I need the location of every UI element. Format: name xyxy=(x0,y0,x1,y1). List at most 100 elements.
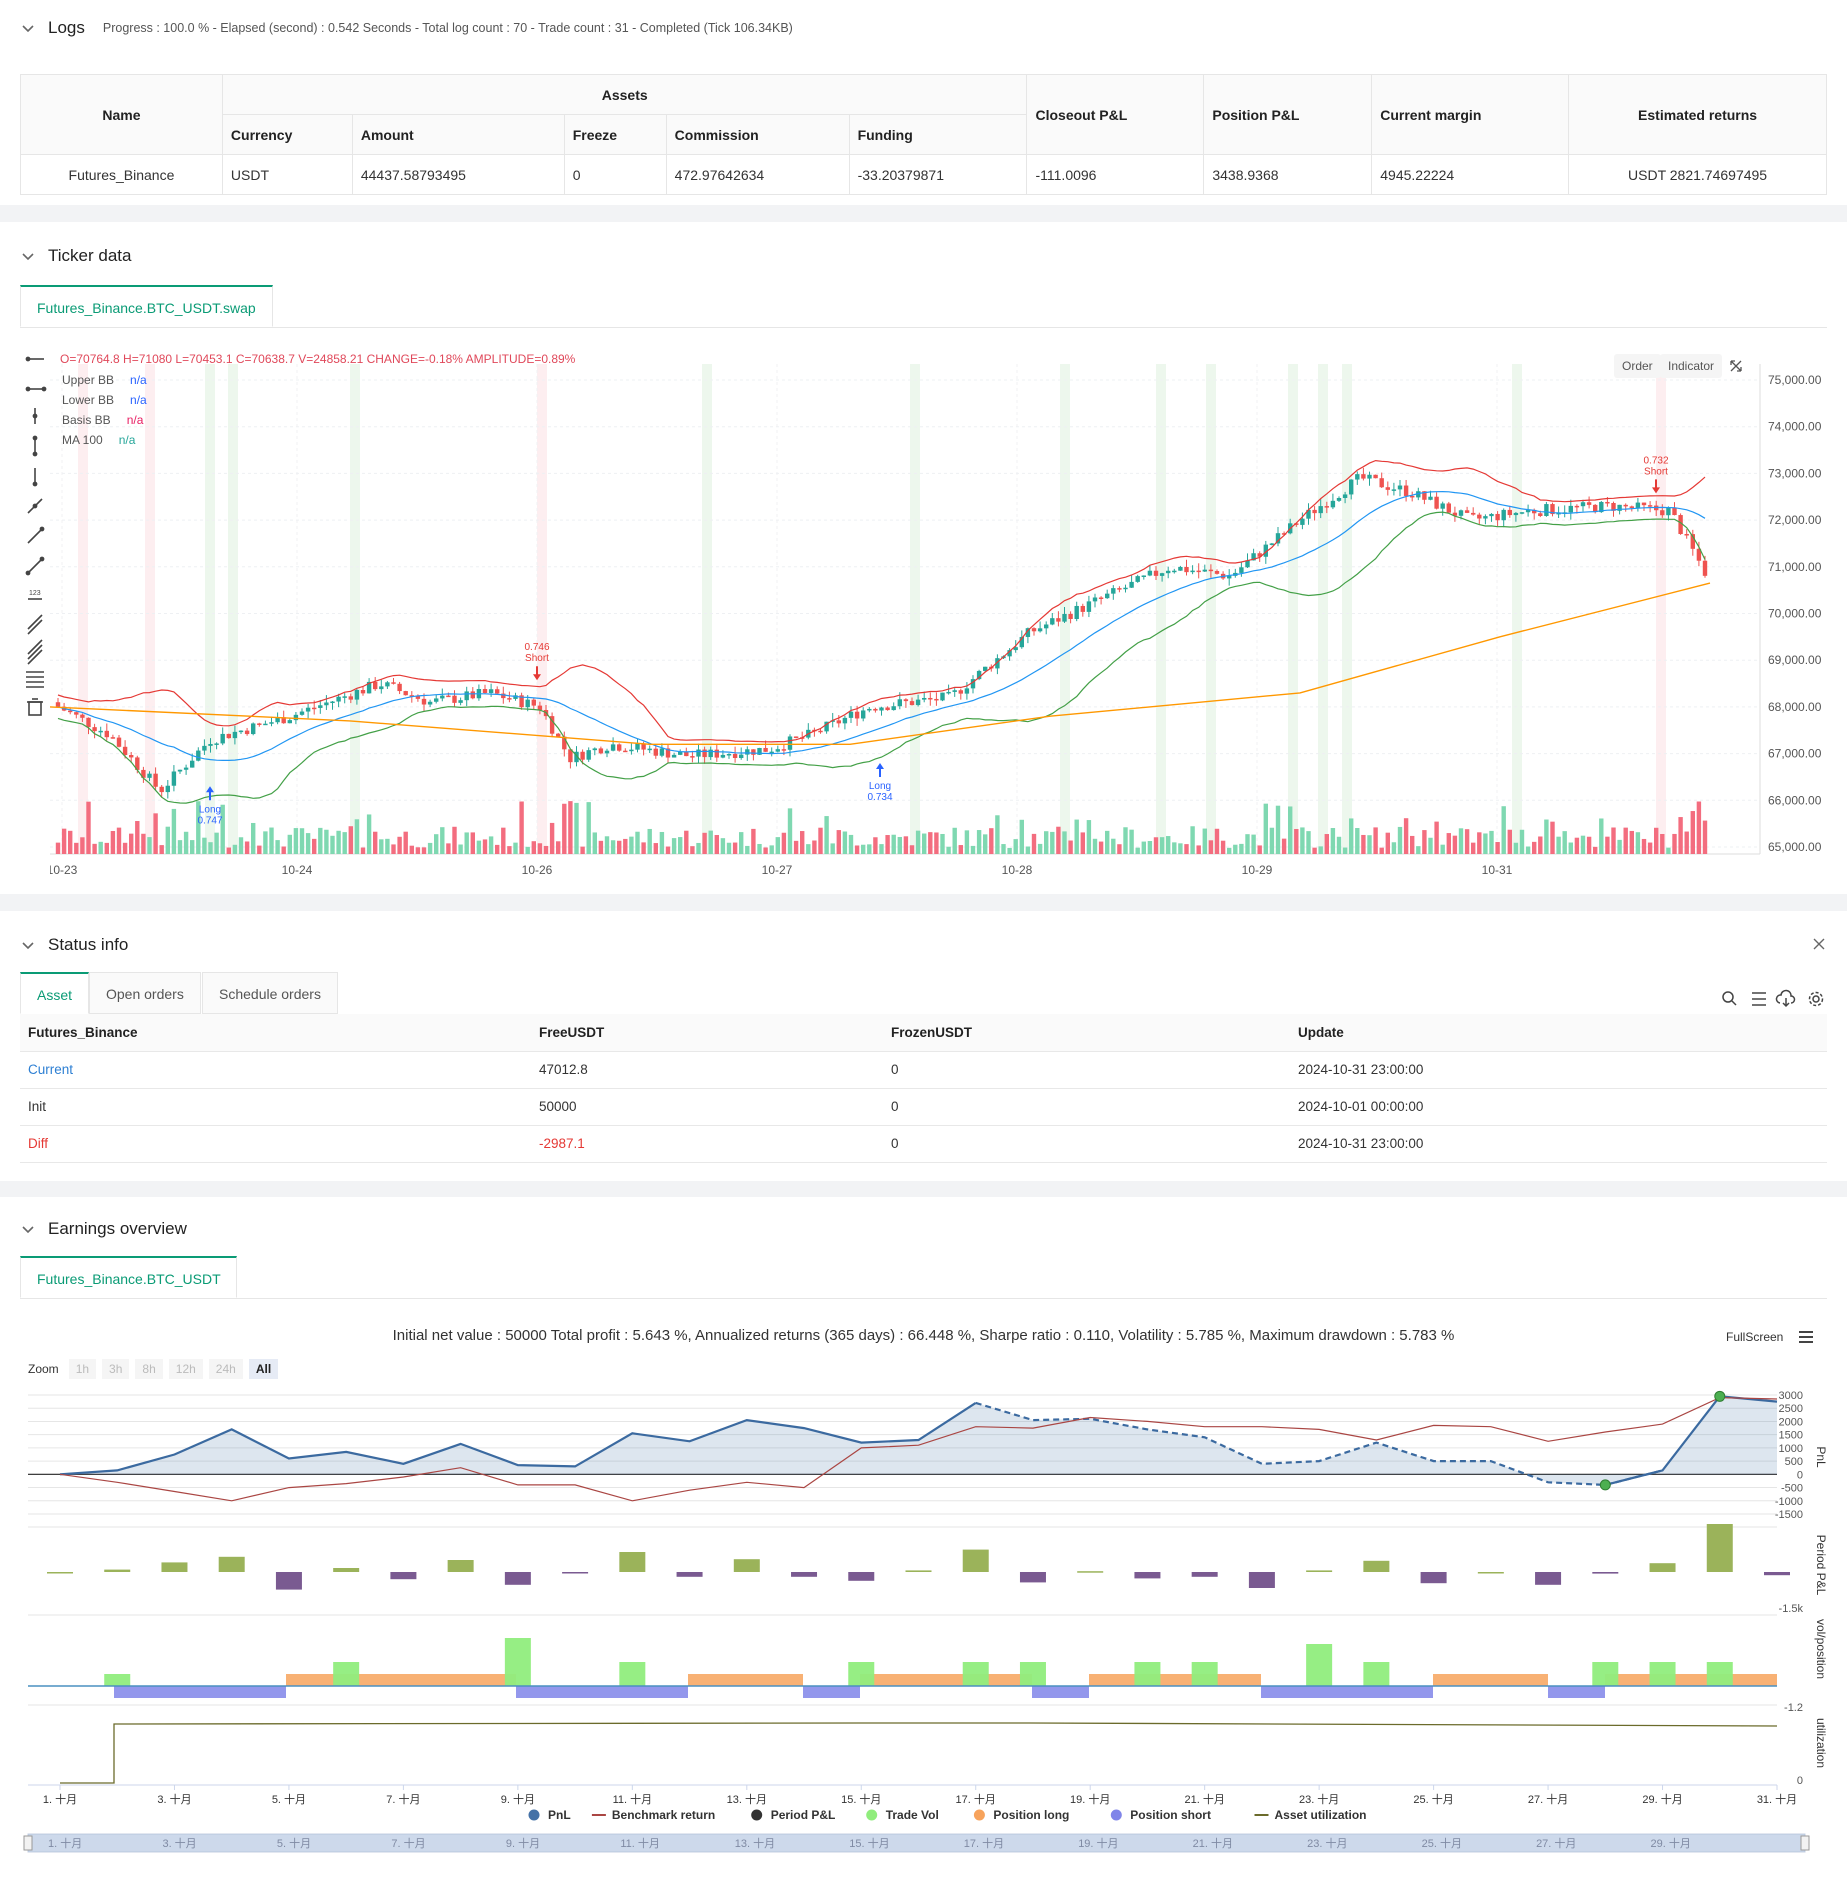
candlestick-chart[interactable]: 75,000.00 74,000.00 73,000.00 72,000.00 71,0… xyxy=(50,342,1827,890)
earnings-chart[interactable]: 300025002000150010005000-500-1000-1500-1… xyxy=(0,1387,1847,1877)
volume-bar xyxy=(1525,846,1531,854)
vertical-ray-tool-icon[interactable] xyxy=(32,468,38,487)
candle-body xyxy=(861,710,866,719)
logs-header[interactable]: Logs Progress : 100.0 % - Elapsed (secon… xyxy=(20,18,793,38)
pnl-tick-label: -500 xyxy=(1781,1483,1803,1495)
indicator-button[interactable]: Indicator xyxy=(1660,354,1723,378)
candle-body xyxy=(1172,570,1177,573)
volume-bar xyxy=(1678,817,1683,854)
volume-bar xyxy=(129,833,134,854)
candle-body xyxy=(1580,502,1586,507)
tab-asset[interactable]: Asset xyxy=(20,972,90,1014)
tab-schedule-orders[interactable]: Schedule orders xyxy=(202,972,338,1014)
x-tick-label: 10-28 xyxy=(1002,863,1033,877)
chevron-down-icon[interactable] xyxy=(20,937,36,953)
legend-item[interactable]: Basis BB n/a xyxy=(62,410,147,430)
legend-item[interactable]: PnL xyxy=(528,1808,571,1822)
trade-vol-bar xyxy=(104,1674,131,1686)
vertical-segment-tool-icon[interactable] xyxy=(32,435,38,457)
trade-vol-bar xyxy=(1306,1644,1333,1686)
legend-item[interactable]: MA 100 n/a xyxy=(62,430,147,450)
trash-icon[interactable] xyxy=(27,698,43,716)
volume-bar xyxy=(1428,837,1433,854)
legend-item[interactable]: Position long xyxy=(973,1808,1070,1822)
status-header[interactable]: Status info xyxy=(20,935,128,955)
tab-ticker-symbol[interactable]: Futures_Binance.BTC_USDT.swap xyxy=(20,285,273,327)
chevron-down-icon[interactable] xyxy=(20,248,36,264)
volume-bar xyxy=(1544,819,1549,854)
segment-tool-icon[interactable] xyxy=(25,556,45,576)
candle-body xyxy=(299,711,305,715)
x-tick-label: 10-31 xyxy=(1482,863,1513,877)
chevron-down-icon[interactable] xyxy=(20,20,36,36)
legend-item[interactable]: Position short xyxy=(1110,1808,1211,1822)
legend-item[interactable]: Trade Vol xyxy=(866,1808,939,1822)
gear-icon[interactable] xyxy=(1808,991,1824,1007)
axis-title: utilization xyxy=(1814,1718,1828,1768)
zoom-8h[interactable]: 8h xyxy=(135,1359,163,1379)
collapse-icon[interactable] xyxy=(1812,937,1826,951)
zoom-12h[interactable]: 12h xyxy=(168,1359,203,1379)
period-pnl-bar xyxy=(218,1556,245,1572)
trend-line-tool-icon[interactable] xyxy=(27,498,43,514)
candle-body xyxy=(135,757,140,770)
marker-value: 0.747 xyxy=(197,815,222,826)
candle-body xyxy=(1159,573,1165,576)
ticker-header[interactable]: Ticker data xyxy=(20,246,131,266)
parallel-channel-tool-icon[interactable] xyxy=(27,614,43,635)
list-icon[interactable] xyxy=(1752,992,1766,1006)
legend-item[interactable]: Period P&L xyxy=(751,1808,835,1822)
position-long-bar xyxy=(286,1674,516,1686)
legend-item[interactable]: Asset utilization xyxy=(1254,1808,1367,1822)
fibonacci-tool-icon[interactable] xyxy=(26,671,44,688)
candle-body xyxy=(769,751,774,754)
volume-bar xyxy=(769,845,774,854)
volume-bar xyxy=(1141,841,1146,854)
legend-item[interactable]: Lower BB n/a xyxy=(62,390,147,410)
expand-icon[interactable] xyxy=(1728,358,1744,374)
legend-item[interactable]: Benchmark return xyxy=(591,1808,715,1822)
vol-tick-label: -1.2 xyxy=(1784,1702,1803,1714)
download-cloud-icon[interactable] xyxy=(1775,989,1796,1008)
legend-label: Benchmark return xyxy=(612,1808,715,1822)
zoom-1h[interactable]: 1h xyxy=(68,1359,97,1379)
cell-amount: 44437.58793495 xyxy=(351,154,565,195)
legend-item[interactable]: Upper BB n/a xyxy=(62,370,147,390)
volume-bar xyxy=(806,844,811,854)
tab-open-orders[interactable]: Open orders xyxy=(89,972,201,1014)
row-label[interactable]: Current xyxy=(20,1051,531,1089)
status-section: Status info Asset Open orders Schedule o… xyxy=(0,911,1847,1181)
arrow-down-icon xyxy=(1652,479,1660,494)
candle-body xyxy=(1098,597,1104,599)
price-channel-tool-icon[interactable] xyxy=(27,639,43,665)
tab-earnings-symbol[interactable]: Futures_Binance.BTC_USDT xyxy=(20,1256,237,1298)
candle-body xyxy=(421,698,427,705)
candle-body xyxy=(854,711,860,719)
volume-bar xyxy=(226,847,231,854)
zoom-3h[interactable]: 3h xyxy=(102,1359,130,1379)
volume-bar xyxy=(1385,832,1390,854)
earnings-header[interactable]: Earnings overview xyxy=(20,1219,187,1239)
ray-line-tool-icon[interactable] xyxy=(27,526,45,544)
candle-body xyxy=(745,749,750,755)
earnings-title: Earnings overview xyxy=(48,1219,187,1238)
volume-bar xyxy=(1672,833,1677,854)
candle-body xyxy=(1477,514,1482,519)
horizontal-ray-tool-icon[interactable] xyxy=(25,386,47,392)
candle-body xyxy=(257,723,262,725)
fullscreen-button[interactable]: FullScreen xyxy=(1726,1330,1783,1344)
candle-body xyxy=(592,748,597,751)
chevron-down-icon[interactable] xyxy=(20,1221,36,1237)
order-button[interactable]: Order xyxy=(1614,354,1661,378)
volume-bar xyxy=(1617,839,1622,854)
vertical-line-tool-icon[interactable] xyxy=(32,408,38,424)
price-label-tool-icon[interactable]: 123 xyxy=(28,590,42,600)
horizontal-line-tool-icon[interactable] xyxy=(25,356,44,362)
menu-icon[interactable] xyxy=(1797,1329,1815,1345)
zoom-all[interactable]: All xyxy=(248,1359,279,1379)
signal-band xyxy=(1206,364,1216,854)
zoom-24h[interactable]: 24h xyxy=(208,1359,243,1379)
search-icon[interactable] xyxy=(1722,991,1737,1006)
period-pnl-bar xyxy=(275,1572,302,1590)
candle-body xyxy=(220,733,225,744)
